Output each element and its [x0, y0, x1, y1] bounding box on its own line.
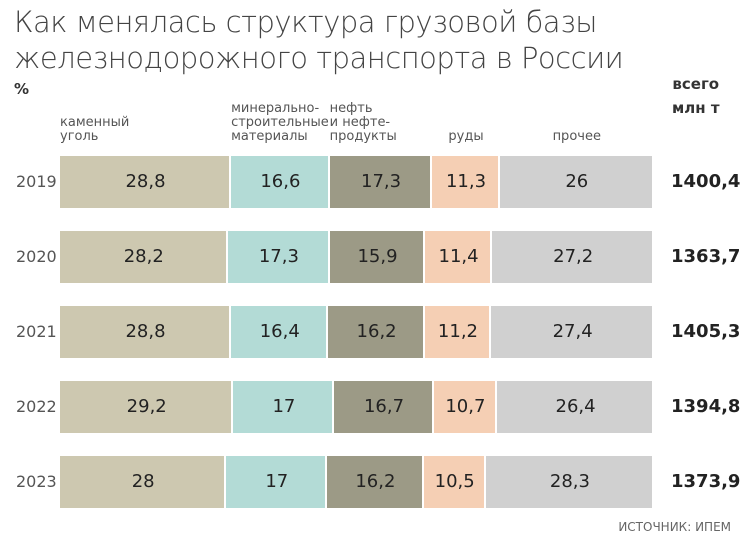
value-label: 17 — [272, 396, 296, 417]
value-label: 11,4 — [438, 246, 479, 267]
bar-segment — [231, 156, 328, 208]
y-tick-label: 2021 — [16, 322, 57, 341]
chart-title: Как менялась структура грузовой базы жел… — [14, 5, 624, 75]
value-label: 28 — [131, 471, 155, 492]
bar-segment — [231, 306, 327, 358]
bar-segment — [424, 306, 490, 358]
total-label: 1394,8 — [671, 396, 741, 417]
total-label: 1363,7 — [671, 246, 741, 267]
bar-segment — [60, 306, 230, 358]
unit-label: % — [14, 80, 30, 98]
y-tick-label: 2022 — [16, 397, 57, 416]
bar-segment — [492, 231, 652, 283]
legend-label: нефть и нефте- продукты — [329, 101, 397, 144]
bar-segment — [491, 306, 652, 358]
legend-label: прочее — [552, 129, 601, 144]
y-tick-label: 2019 — [16, 172, 57, 191]
value-label: 16,4 — [259, 321, 300, 342]
bar-segment — [60, 456, 225, 508]
value-label: 17,3 — [361, 171, 402, 192]
bar-segment — [329, 156, 431, 208]
value-label: 11,2 — [437, 321, 478, 342]
value-label: 16,2 — [355, 471, 396, 492]
bar-segment — [233, 381, 333, 433]
bar-segment — [497, 381, 652, 433]
value-label: 15,9 — [357, 246, 398, 267]
value-label: 16,2 — [356, 321, 397, 342]
value-label: 10,7 — [445, 396, 486, 417]
value-label: 27,2 — [553, 246, 594, 267]
total-label: 1405,3 — [671, 321, 741, 342]
value-label: 11,3 — [445, 171, 487, 192]
value-label: 28,2 — [123, 246, 164, 267]
value-label: 28,3 — [549, 471, 590, 492]
bar-segment — [433, 381, 496, 433]
value-label: 29,2 — [126, 396, 167, 417]
bar-segment — [423, 456, 484, 508]
legend-label: каменный уголь — [60, 115, 130, 144]
total-label: 1400,4 — [671, 171, 741, 192]
y-tick-label: 2020 — [16, 247, 57, 266]
value-label: 16,7 — [363, 396, 405, 417]
value-label: 26 — [565, 171, 589, 192]
value-label: 17 — [265, 471, 289, 492]
legend-label: руды — [448, 129, 484, 144]
total-label: 1373,9 — [671, 471, 741, 492]
bar-segment — [330, 231, 423, 283]
y-tick-label: 2023 — [16, 472, 57, 491]
value-label: 10,5 — [434, 471, 475, 492]
bar-segment — [60, 231, 226, 283]
value-label: 27,4 — [552, 321, 593, 342]
value-label: 28,8 — [125, 171, 166, 192]
bar-segment — [499, 156, 652, 208]
bar-segment — [226, 456, 326, 508]
bar-segment — [334, 381, 432, 433]
bar-segment — [485, 456, 652, 508]
bar-segment — [328, 306, 423, 358]
totals-header: всего млн т — [672, 75, 720, 117]
value-label: 17,3 — [258, 246, 299, 267]
bar-segment — [432, 156, 498, 208]
source: ИСТОЧНИК: ИПЕМ — [618, 520, 731, 534]
bar-segment — [424, 231, 491, 283]
bar-segment — [327, 456, 422, 508]
bar-segment — [60, 381, 232, 433]
bar-segment — [227, 231, 329, 283]
value-label: 16,6 — [260, 171, 301, 192]
legend-label: минерально- строительные материалы — [231, 101, 329, 144]
bar-segment — [60, 156, 230, 208]
value-label: 26,4 — [555, 396, 596, 417]
value-label: 28,8 — [125, 321, 166, 342]
